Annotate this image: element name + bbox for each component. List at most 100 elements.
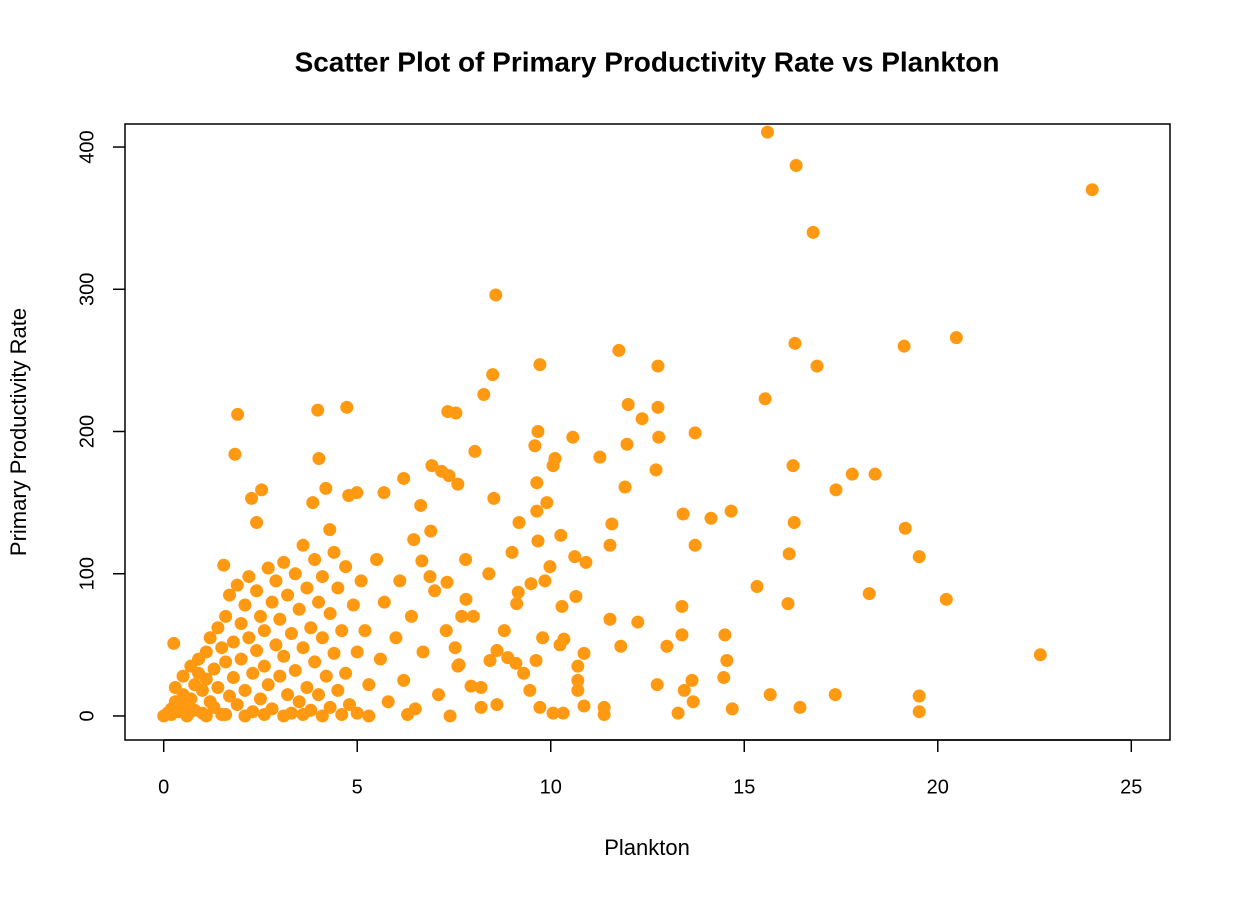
point bbox=[828, 688, 842, 702]
point bbox=[651, 400, 665, 414]
point bbox=[223, 588, 236, 602]
point bbox=[786, 459, 800, 473]
point bbox=[675, 599, 689, 613]
point bbox=[300, 681, 314, 695]
point bbox=[358, 624, 372, 638]
point bbox=[511, 585, 525, 599]
y-tick-label: 100 bbox=[76, 557, 98, 590]
point bbox=[211, 621, 225, 635]
point bbox=[898, 521, 912, 535]
point bbox=[250, 644, 264, 658]
point bbox=[489, 288, 503, 302]
point bbox=[829, 483, 843, 497]
y-tick-label: 400 bbox=[76, 130, 98, 163]
point bbox=[685, 673, 699, 687]
x-tick-label: 5 bbox=[352, 776, 363, 798]
point bbox=[787, 516, 801, 530]
point bbox=[725, 702, 739, 716]
point bbox=[451, 477, 465, 491]
point bbox=[319, 481, 333, 495]
point bbox=[207, 662, 221, 676]
point bbox=[312, 688, 326, 702]
point bbox=[1085, 183, 1099, 197]
point bbox=[184, 692, 198, 706]
point bbox=[449, 406, 463, 420]
point bbox=[557, 632, 571, 646]
point bbox=[315, 570, 329, 584]
point bbox=[176, 669, 190, 683]
point bbox=[226, 671, 240, 685]
point bbox=[195, 683, 209, 697]
point bbox=[459, 553, 473, 567]
point bbox=[425, 459, 439, 473]
point bbox=[512, 516, 526, 530]
point bbox=[675, 628, 689, 642]
point bbox=[501, 651, 515, 665]
point bbox=[631, 615, 645, 629]
point bbox=[1033, 648, 1047, 662]
point bbox=[686, 695, 700, 709]
point bbox=[217, 558, 231, 572]
point bbox=[401, 708, 415, 722]
point bbox=[533, 700, 547, 714]
point bbox=[451, 659, 465, 673]
point bbox=[845, 467, 859, 481]
point bbox=[555, 599, 569, 613]
point bbox=[760, 125, 774, 139]
point bbox=[939, 592, 953, 606]
point bbox=[308, 553, 322, 567]
point bbox=[490, 644, 504, 658]
point bbox=[335, 624, 349, 638]
point bbox=[277, 555, 291, 569]
point bbox=[569, 589, 583, 603]
point bbox=[486, 368, 500, 382]
point bbox=[415, 554, 429, 568]
point bbox=[323, 523, 337, 537]
point bbox=[530, 504, 544, 518]
point bbox=[781, 597, 795, 611]
x-tick-label: 0 bbox=[158, 776, 169, 798]
point bbox=[524, 577, 538, 591]
point bbox=[556, 706, 570, 720]
point bbox=[238, 598, 252, 612]
point bbox=[862, 587, 876, 601]
point bbox=[199, 709, 213, 723]
point bbox=[620, 437, 634, 451]
point bbox=[428, 584, 442, 598]
point bbox=[468, 444, 482, 458]
point bbox=[304, 621, 318, 635]
point bbox=[300, 581, 314, 595]
point bbox=[230, 578, 244, 592]
point bbox=[296, 641, 310, 655]
point bbox=[211, 681, 225, 695]
point bbox=[407, 533, 421, 547]
point bbox=[660, 639, 674, 653]
point bbox=[912, 705, 926, 719]
point bbox=[255, 483, 269, 497]
point bbox=[362, 678, 376, 692]
y-tick-label: 200 bbox=[76, 415, 98, 448]
point bbox=[238, 709, 252, 723]
point bbox=[312, 595, 326, 609]
point bbox=[440, 575, 454, 589]
point bbox=[393, 574, 407, 588]
point bbox=[296, 708, 310, 722]
point bbox=[523, 683, 537, 697]
x-tick-label: 25 bbox=[1120, 776, 1142, 798]
point bbox=[605, 517, 619, 531]
point bbox=[474, 681, 488, 695]
point bbox=[397, 471, 411, 485]
point bbox=[327, 545, 341, 559]
point bbox=[253, 609, 267, 623]
point bbox=[257, 659, 271, 673]
point bbox=[487, 491, 501, 505]
point bbox=[350, 645, 364, 659]
point bbox=[203, 631, 217, 645]
point bbox=[614, 639, 628, 653]
x-tick-label: 15 bbox=[733, 776, 755, 798]
point bbox=[455, 609, 469, 623]
point bbox=[621, 397, 635, 411]
point bbox=[414, 498, 428, 512]
point bbox=[234, 652, 248, 666]
point bbox=[474, 700, 488, 714]
